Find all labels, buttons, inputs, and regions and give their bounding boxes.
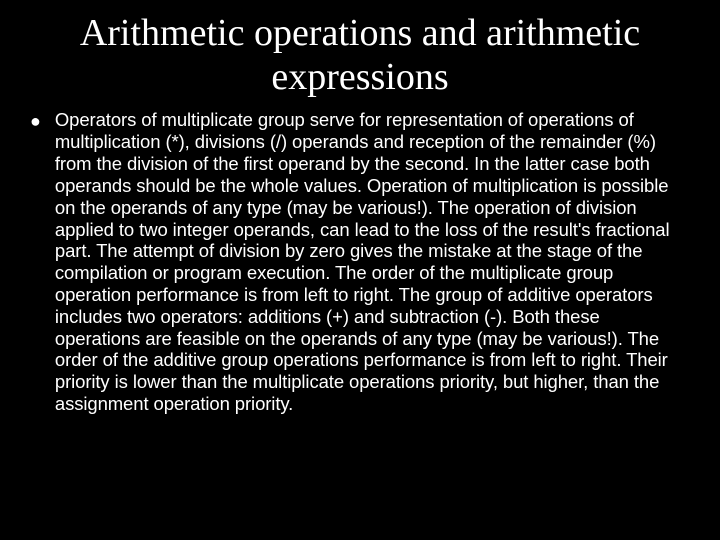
body-wrap: ● Operators of multiplicate group serve … bbox=[30, 109, 690, 415]
body-text: Operators of multiplicate group serve fo… bbox=[55, 109, 690, 415]
slide-title: Arithmetic operations and arithmetic exp… bbox=[30, 12, 690, 99]
bullet-icon: ● bbox=[30, 112, 41, 130]
slide: Arithmetic operations and arithmetic exp… bbox=[0, 0, 720, 540]
